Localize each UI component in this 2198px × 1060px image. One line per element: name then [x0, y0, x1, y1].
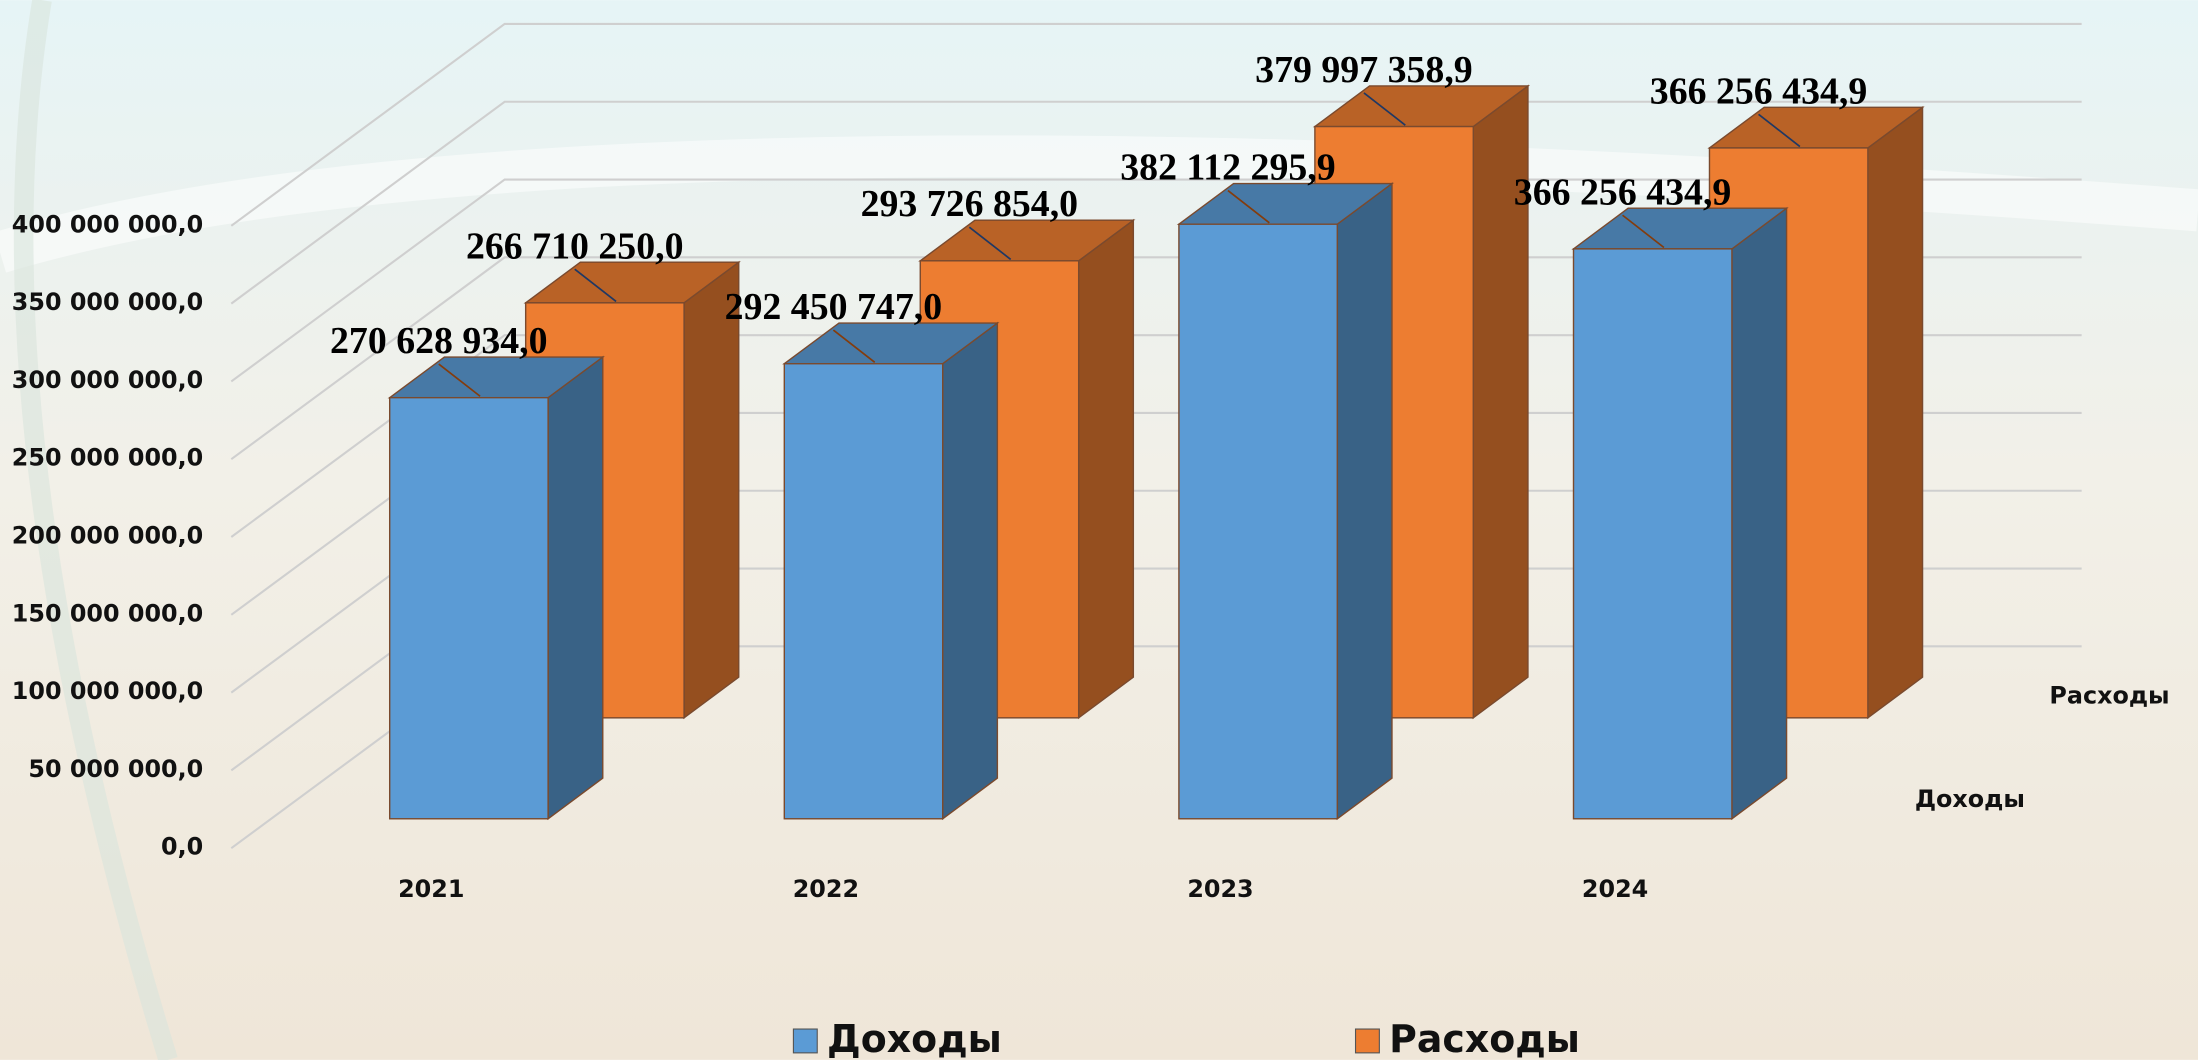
value-label: 293 726 854,0: [861, 183, 1079, 225]
y-tick-label: 200 000 000,0: [12, 522, 203, 550]
value-label: 382 112 295,9: [1120, 147, 1335, 189]
grid-line: [230, 100, 2082, 305]
y-tick-label: 0,0: [161, 833, 203, 861]
value-label: 379 997 358,9: [1255, 49, 1473, 91]
bar-side: [1731, 206, 1788, 821]
bar-side: [547, 355, 604, 821]
x-tick-label: 2021: [398, 875, 464, 903]
bar: [388, 396, 549, 820]
depth-label: Доходы: [1915, 785, 2025, 813]
grid-line: [230, 256, 2082, 461]
grid-line: [230, 334, 2082, 538]
leader-line: [1227, 189, 1270, 224]
leader-line: [968, 226, 1012, 261]
bar: [783, 363, 944, 820]
x-tick-label: 2022: [793, 875, 859, 903]
grid-line: [230, 178, 2082, 383]
decor-wave: [13, 0, 178, 1060]
legend-swatch: [792, 1028, 818, 1054]
bar-side: [683, 260, 740, 720]
bar-side: [941, 321, 999, 821]
y-tick-label: 100 000 000,0: [12, 677, 203, 705]
x-tick-label: 2023: [1187, 875, 1253, 903]
y-tick-label: 350 000 000,0: [12, 288, 203, 316]
legend-label: Доходы: [827, 1017, 1002, 1060]
depth-label: Расходы: [2049, 681, 2169, 709]
y-tick-label: 250 000 000,0: [12, 444, 203, 472]
bar-side: [1077, 218, 1135, 720]
legend-label: Расходы: [1389, 1017, 1580, 1060]
value-label: 270 628 934,0: [330, 320, 548, 362]
leader-line: [438, 363, 481, 397]
bar-side: [1867, 105, 1924, 720]
grid-line: [230, 22, 2082, 227]
legend-swatch: [1354, 1028, 1380, 1054]
leader-line: [832, 329, 876, 363]
bar: [1178, 223, 1339, 820]
value-label: 366 256 434,9: [1650, 70, 1868, 112]
leader-line: [1363, 92, 1406, 126]
y-tick-label: 300 000 000,0: [12, 366, 203, 394]
value-label: 266 710 250,0: [466, 225, 684, 267]
leader-line: [1622, 214, 1665, 249]
y-tick-label: 150 000 000,0: [12, 599, 203, 627]
value-label: 366 256 434,9: [1514, 171, 1732, 213]
leader-line: [1758, 113, 1801, 148]
value-label: 292 450 747,0: [725, 286, 943, 328]
bar-side: [1336, 182, 1393, 821]
x-tick-label: 2024: [1582, 875, 1648, 903]
y-tick-label: 50 000 000,0: [28, 755, 203, 783]
leader-line: [574, 268, 617, 303]
bar: [1572, 248, 1733, 820]
y-tick-label: 400 000 000,0: [12, 210, 203, 238]
